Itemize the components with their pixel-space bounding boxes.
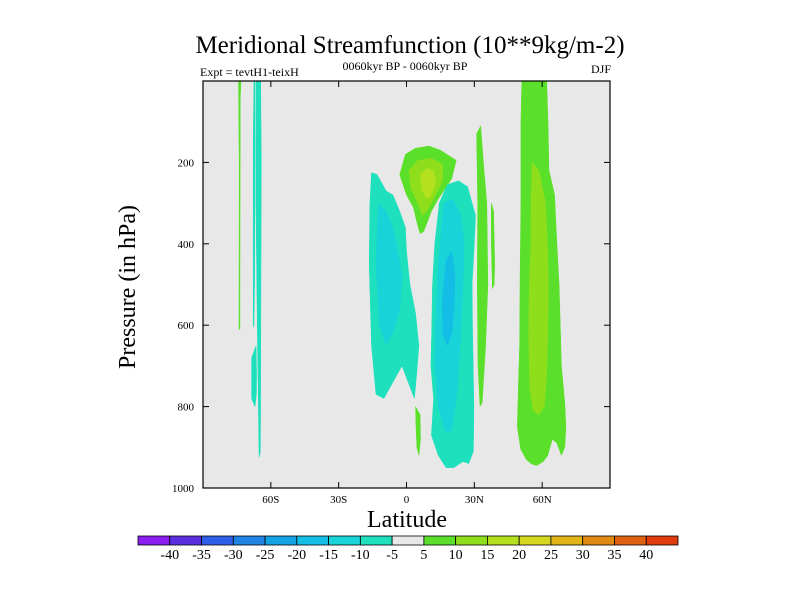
region-small-green-near-eq (415, 406, 421, 456)
subtitle-period: 0060kyr BP - 0060kyr BP (343, 59, 468, 73)
colorbar-bin (487, 535, 520, 546)
colorbar-label: -30 (224, 548, 243, 563)
x-tick-label: 60S (262, 494, 279, 506)
colorbar-bin (328, 535, 361, 546)
colorbar-label: -40 (160, 548, 179, 563)
colorbar-bin (391, 535, 425, 546)
colorbar-bin (423, 535, 457, 546)
colorbar: -40 -35 -30 -25 -20 -15 -10 -5 5 10 15 20 25 30 35 40 (137, 535, 679, 563)
region-sh-lower-blob (251, 345, 257, 408)
colorbar-bin (169, 535, 202, 546)
region-sh-column-teal (255, 80, 262, 458)
colorbar-bin (518, 535, 552, 546)
colorbar-bin (296, 535, 329, 546)
colorbar-label: -15 (319, 548, 338, 563)
y-tick-label: 200 (178, 157, 195, 169)
x-axis-label: Latitude (367, 507, 447, 533)
colorbar-bin (232, 535, 266, 546)
colorbar-bin (201, 535, 234, 546)
colorbar-label: 20 (512, 548, 526, 563)
colorbar-label: 30 (576, 548, 590, 563)
y-tick-label: 600 (178, 320, 195, 332)
colorbar-label: 15 (480, 548, 494, 563)
colorbar-bin (645, 535, 679, 546)
colorbar-label: 25 (544, 548, 558, 563)
x-tick-label: 30S (330, 494, 347, 506)
colorbar-label: 5 (420, 548, 427, 563)
subtitle-experiment: Expt = tevtH1-teixH (200, 65, 299, 79)
colorbar-bin (137, 535, 171, 546)
colorbar-bin (582, 535, 615, 546)
colorbar-label: 40 (639, 548, 653, 563)
colorbar-bin (550, 535, 584, 546)
y-tick-label: 400 (178, 239, 195, 251)
colorbar-label: -35 (192, 548, 211, 563)
y-tick-label: 800 (178, 402, 195, 414)
x-tick-label: 60N (533, 494, 552, 506)
subtitle-season: DJF (591, 62, 611, 76)
region-sh-narrow-streak (252, 80, 256, 328)
region-sh-thin-line-green (238, 80, 242, 330)
region-tropical-upper-yellow (419, 168, 437, 200)
region-tropical-left-blue (375, 202, 403, 347)
region-tropical-right-blue-core (441, 251, 456, 347)
colorbar-label: -10 (351, 548, 370, 563)
colorbar-bin (614, 535, 647, 546)
colorbar-bin (455, 535, 488, 546)
x-tick-label: 0 (404, 494, 410, 506)
x-tick-label: 30N (465, 494, 484, 506)
region-nh-thin-streak (476, 124, 489, 408)
region-nh-column-lime (528, 161, 549, 416)
colorbar-bin (359, 535, 393, 546)
colorbar-label: 35 (607, 548, 621, 563)
colorbar-label: -5 (386, 548, 398, 563)
colorbar-bin (264, 535, 298, 546)
region-nh-thin-streak2 (491, 203, 495, 289)
colorbar-label: -25 (256, 548, 275, 563)
colorbar-label: -20 (287, 548, 306, 563)
y-tick-label: 1000 (172, 483, 195, 495)
y-axis-label: Pressure (in hPa) (115, 205, 141, 369)
colorbar-label: 10 (449, 548, 463, 563)
chart-title: Meridional Streamfunction (10**9kg/m-2) (195, 32, 624, 59)
